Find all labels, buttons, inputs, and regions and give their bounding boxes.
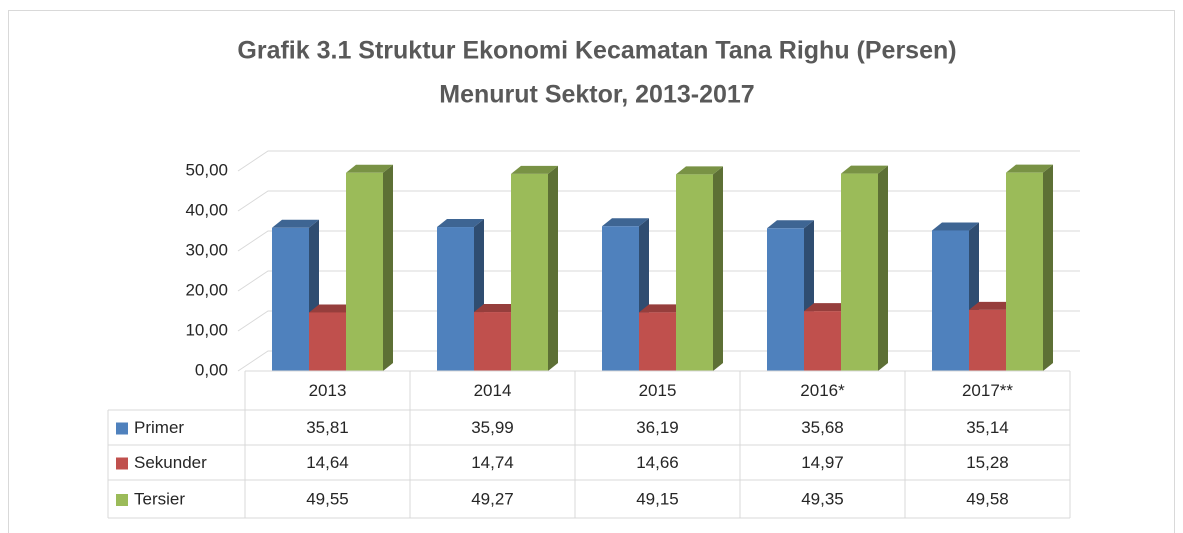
data-label: 49,27 [471,489,514,508]
bar [272,227,309,371]
x-tick-label: 2014 [474,381,512,400]
bar-top [639,304,686,313]
chart-border [8,10,1175,533]
bar [511,173,548,371]
bar-top [767,220,814,229]
data-label: 14,66 [636,453,679,472]
x-tick-label: 2016* [800,381,845,400]
y-tick-label: 0,00 [195,360,228,379]
legend-label: Primer [134,418,184,437]
bar [346,172,383,371]
data-label: 49,15 [636,489,679,508]
bar [676,174,713,371]
y-tick-label: 30,00 [185,240,228,259]
data-label: 49,58 [966,489,1009,508]
bar-side [878,165,888,371]
chart-title: Menurut Sektor, 2013-2017 [439,81,754,109]
legend-key [116,457,128,470]
data-label: 35,99 [471,418,514,437]
x-tick-label: 2017** [962,381,1013,400]
data-label: 49,35 [801,489,844,508]
bar [767,228,804,371]
bar-top [841,165,888,174]
bar-top [272,219,319,228]
bar [841,173,878,371]
bar [639,312,676,371]
bar-top [1006,164,1053,173]
bar-top [511,165,558,174]
data-label: 36,19 [636,418,679,437]
grid-line [237,150,1080,172]
bar [437,227,474,371]
bar-top [437,219,484,228]
bar [602,226,639,371]
y-tick-label: 20,00 [185,280,228,299]
bar-side [1043,164,1053,371]
bar [1006,172,1043,371]
bar-top [969,301,1016,310]
bar [969,309,1006,371]
bar-top [602,218,649,227]
legend-key [116,494,128,506]
bar-top [346,164,393,173]
data-label: 35,68 [801,418,844,437]
x-tick-label: 2013 [309,381,347,400]
data-label: 14,97 [801,453,844,472]
chart-title: Grafik 3.1 Struktur Ekonomi Kecamatan Ta… [237,37,956,65]
data-label: 14,74 [471,453,514,472]
grid-line [237,190,1080,212]
data-label: 49,55 [306,489,349,508]
data-label: 35,81 [306,418,349,437]
data-label: 35,14 [966,418,1009,437]
y-tick-label: 50,00 [185,160,228,179]
bar-top [932,222,979,231]
data-label: 15,28 [966,453,1009,472]
legend-label: Tersier [134,489,185,508]
x-tick-label: 2015 [639,381,677,400]
y-tick-label: 10,00 [185,320,228,339]
bar-side [383,164,393,371]
bar [474,312,511,371]
data-label: 14,64 [306,453,349,472]
bar-top [474,304,521,313]
bar-side [713,166,723,371]
bar-top [309,304,356,313]
bar-top [676,166,723,175]
bar-side [548,165,558,371]
bar [932,230,969,371]
bar [804,311,841,371]
y-tick-label: 40,00 [185,200,228,219]
bar-top [804,303,851,312]
legend-key [116,422,128,435]
legend-label: Sekunder [134,453,207,472]
bar [309,312,346,371]
